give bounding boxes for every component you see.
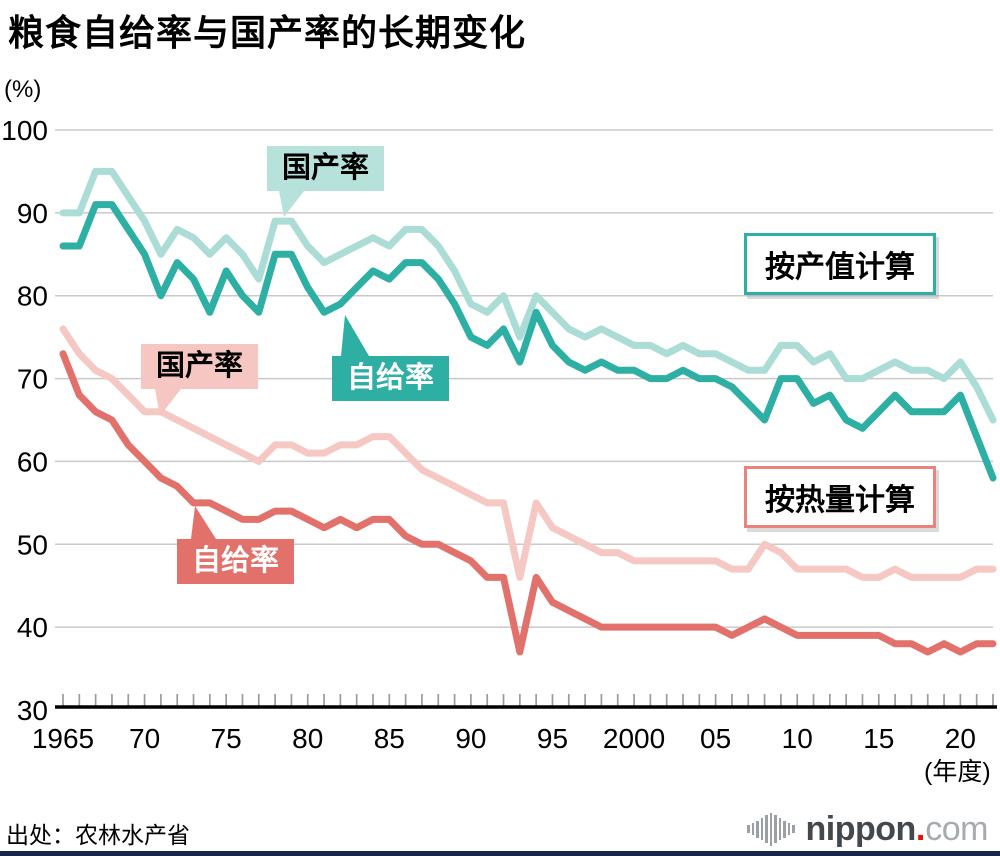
soundwave-bar: [747, 825, 750, 833]
x-tick-label: 75: [211, 723, 242, 754]
series-line-jikyu-calorie: [59, 350, 997, 656]
x-tick-label: 20: [945, 723, 976, 754]
soundwave-bar: [778, 818, 782, 840]
y-tick-label: 40: [17, 612, 48, 643]
y-tick-label: 60: [17, 446, 48, 477]
x-tick-label: 80: [292, 723, 323, 754]
soundwave-bars-icon: [747, 812, 797, 846]
note-by-production-value: 按产值计算: [744, 233, 936, 295]
series-line-kokusan-calorie: [59, 325, 997, 581]
callout-kokusanritsu-prodvalue: 国产率: [267, 146, 385, 218]
soundwave-bar: [783, 820, 786, 838]
soundwave-bar: [751, 823, 755, 835]
soundwave-bar: [765, 815, 768, 843]
x-tick-label: 90: [455, 723, 486, 754]
y-tick-label: 50: [17, 529, 48, 560]
soundwave-bar: [760, 818, 764, 840]
nippon-com-logo: nippon . com: [747, 808, 988, 850]
callout-jikyuritsu-calorie: 自给率: [177, 505, 295, 585]
soundwave-bar: [787, 823, 791, 835]
soundwave-bar: [756, 820, 759, 838]
x-tick-label: 70: [129, 723, 160, 754]
y-tick-label: 90: [17, 198, 48, 229]
bottom-accent-bar: [0, 851, 1000, 856]
x-tick-label: 95: [537, 723, 568, 754]
source-credit: 出处：农林水产省: [6, 822, 190, 848]
logo-brand-name: nippon: [805, 809, 917, 848]
callout-kokusanritsu-calorie: 国产率: [141, 344, 259, 417]
logo-tld: com: [925, 809, 988, 848]
x-tick-label: 2000: [603, 723, 665, 754]
x-tick-label: 10: [782, 723, 813, 754]
page-title: 粮食自给率与国产率的长期变化: [8, 12, 527, 53]
x-tick-label: 15: [863, 723, 894, 754]
callout-jikyuritsu-prodvalue: 自给率: [332, 314, 450, 402]
y-tick-label: 70: [17, 364, 48, 395]
soundwave-bar: [774, 815, 777, 843]
x-tick-label: 85: [374, 723, 405, 754]
x-tick-label: 05: [700, 723, 731, 754]
y-tick-label: 30: [17, 695, 48, 726]
logo-red-dot: .: [915, 809, 926, 848]
line-chart: 30 40 50 60 70 80 90 100 1965 70 75 80 85 90 95 2000 05 1…: [1, 115, 997, 754]
series-line-jikyu-prodvalue: [59, 201, 997, 482]
y-axis-unit-label: (%): [4, 76, 42, 103]
x-tick-label: 1965: [32, 723, 94, 754]
soundwave-bar: [769, 812, 773, 846]
y-tick-label: 100: [1, 115, 48, 146]
series-line-kokusan-prodvalue: [59, 167, 997, 424]
note-by-calorie: 按热量计算: [744, 466, 936, 528]
y-tick-label: 80: [17, 281, 48, 312]
x-axis-unit-label: (年度): [924, 758, 991, 786]
soundwave-bar: [792, 825, 795, 833]
